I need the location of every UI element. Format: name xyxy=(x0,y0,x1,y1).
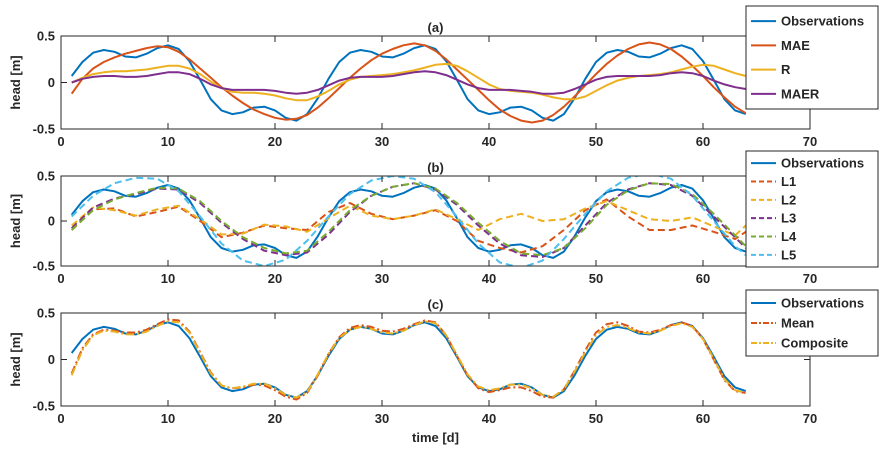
series-line-observations xyxy=(70,44,747,122)
y-tick-label: -0.5 xyxy=(33,259,55,274)
y-tick-label: -0.5 xyxy=(33,399,55,414)
x-tick-label: 0 xyxy=(57,271,64,286)
legend-label: L5 xyxy=(781,247,796,262)
legend-label: L3 xyxy=(781,211,796,226)
series-line-l1 xyxy=(71,198,747,254)
legend-label: L4 xyxy=(781,229,797,244)
x-tick-label: 20 xyxy=(268,134,282,149)
x-tick-label: 0 xyxy=(57,411,64,426)
panel-title: (a) xyxy=(428,20,444,35)
legend-label: MAE xyxy=(781,38,810,53)
legend-label: L2 xyxy=(781,192,796,207)
y-axis-label: head [m] xyxy=(8,194,23,248)
x-tick-label: 50 xyxy=(589,134,603,149)
y-tick-label: 0.5 xyxy=(37,29,55,44)
y-tick-label: 0 xyxy=(48,214,55,229)
x-tick-label: 10 xyxy=(161,411,175,426)
x-tick-label: 60 xyxy=(696,271,710,286)
series-line-l2 xyxy=(71,200,747,237)
x-tick-label: 50 xyxy=(589,411,603,426)
legend-label: Mean xyxy=(781,316,814,331)
y-tick-label: 0.5 xyxy=(37,306,55,321)
x-tick-label: 40 xyxy=(482,411,496,426)
series-line-composite xyxy=(70,320,747,399)
y-tick-label: 0 xyxy=(48,352,55,367)
panel-title: (b) xyxy=(427,160,444,175)
series-line-maer xyxy=(71,70,746,95)
x-tick-label: 40 xyxy=(482,134,496,149)
x-tick-label: 50 xyxy=(589,271,603,286)
series-group xyxy=(70,176,747,266)
x-axis-label: time [d] xyxy=(412,430,459,445)
x-tick-label: 20 xyxy=(268,411,282,426)
y-tick-label: -0.5 xyxy=(33,122,55,137)
x-tick-label: 20 xyxy=(268,271,282,286)
legend: Observations L1 L2 L3 L4 L5 xyxy=(745,150,879,268)
x-tick-label: 30 xyxy=(375,134,389,149)
series-line-r xyxy=(71,62,747,102)
series-line-l3 xyxy=(71,182,747,258)
legend-label: L1 xyxy=(781,174,796,189)
legend-label: Observations xyxy=(781,14,864,29)
x-tick-label: 70 xyxy=(803,411,817,426)
x-tick-label: 10 xyxy=(161,271,175,286)
legend-label: MAER xyxy=(781,86,820,101)
legend-label: R xyxy=(781,62,791,77)
series-line-mae xyxy=(70,41,747,124)
x-tick-label: 60 xyxy=(696,411,710,426)
x-tick-label: 40 xyxy=(482,271,496,286)
x-tick-label: 60 xyxy=(696,134,710,149)
x-tick-label: 10 xyxy=(161,134,175,149)
x-tick-label: 30 xyxy=(375,271,389,286)
y-axis-label: head [m] xyxy=(8,332,23,386)
y-tick-label: 0 xyxy=(48,75,55,90)
panel-title: (c) xyxy=(428,297,444,312)
series-group xyxy=(70,318,747,401)
x-tick-label: 0 xyxy=(57,134,64,149)
x-tick-label: 70 xyxy=(803,134,817,149)
legend-label: Composite xyxy=(781,336,848,351)
series-group xyxy=(70,41,747,124)
series-line-l5 xyxy=(71,176,747,266)
legend-label: Observations xyxy=(781,156,864,171)
y-axis-label: head [m] xyxy=(8,55,23,109)
x-tick-label: 70 xyxy=(803,271,817,286)
legend-label: Observations xyxy=(781,296,864,311)
series-line-mean xyxy=(70,318,746,401)
legend-box xyxy=(745,150,879,268)
x-tick-label: 30 xyxy=(375,411,389,426)
series-line-observations xyxy=(70,184,747,259)
legend-box xyxy=(745,5,879,110)
legend: Observations Mean Composite xyxy=(745,289,879,357)
series-line-l4 xyxy=(71,182,747,257)
y-tick-label: 0.5 xyxy=(37,169,55,184)
